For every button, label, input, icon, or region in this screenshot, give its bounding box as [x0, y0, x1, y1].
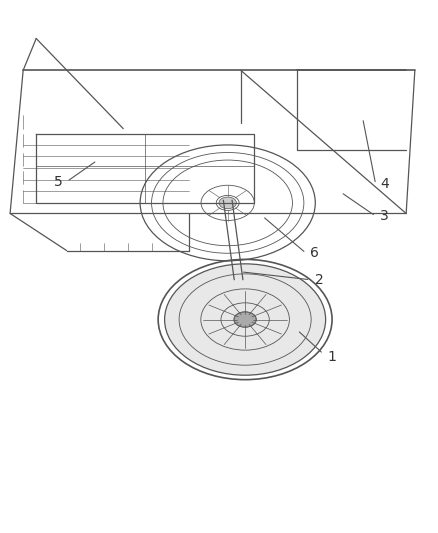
Text: 6: 6: [310, 246, 319, 260]
Ellipse shape: [219, 197, 237, 209]
Text: 5: 5: [53, 175, 62, 189]
Text: 1: 1: [328, 350, 336, 364]
Text: 3: 3: [380, 209, 389, 223]
Ellipse shape: [165, 264, 325, 375]
Text: 4: 4: [380, 177, 389, 191]
Text: 2: 2: [315, 273, 324, 287]
Ellipse shape: [234, 312, 256, 327]
